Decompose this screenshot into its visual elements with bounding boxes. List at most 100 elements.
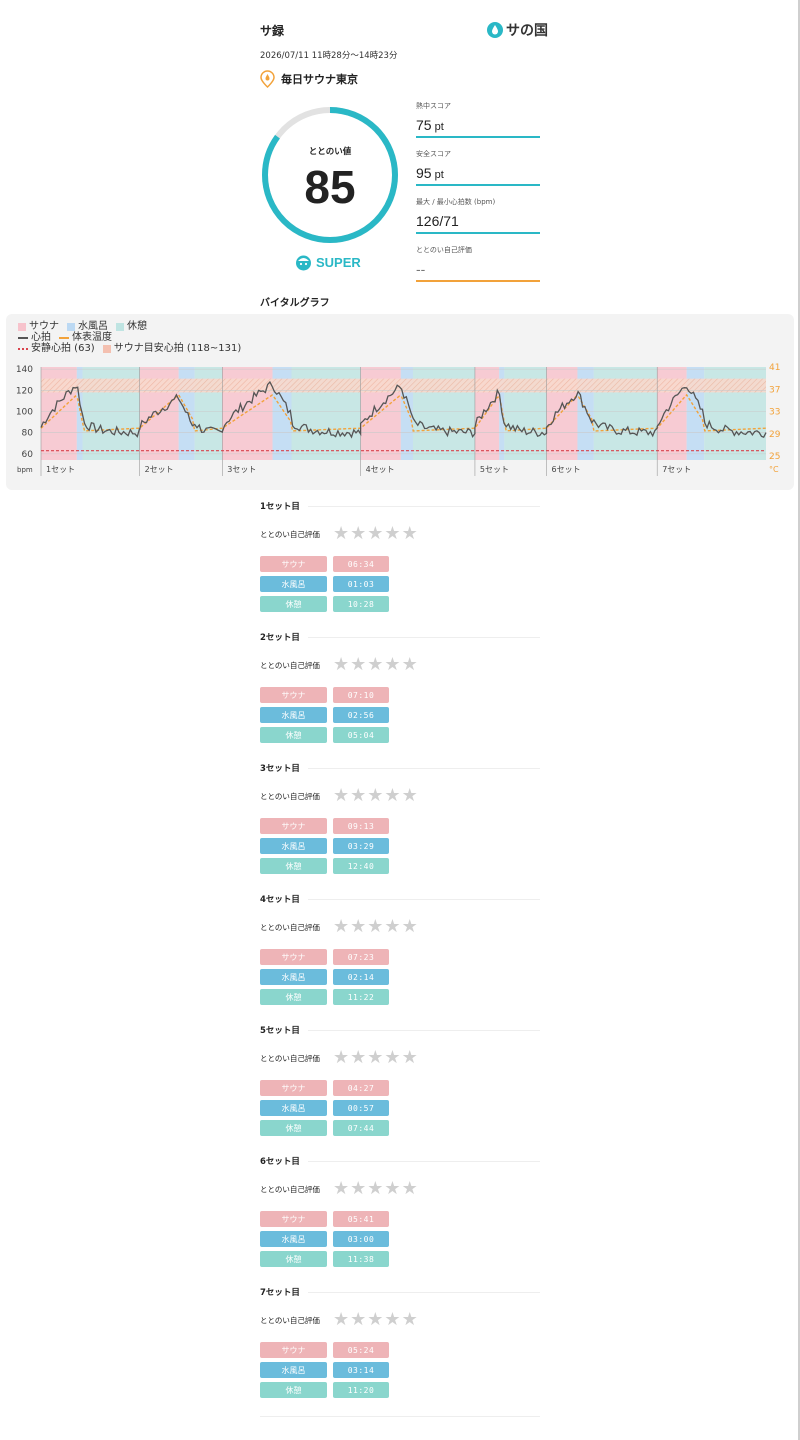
star-rating[interactable]: ★ ★ ★ ★ ★ bbox=[333, 1180, 418, 1198]
phase-list: サウナ 04:27 水風呂 00:57 休憩 07:44 bbox=[260, 1080, 540, 1136]
star-icon[interactable]: ★ bbox=[333, 1309, 350, 1330]
star-icon[interactable]: ★ bbox=[350, 785, 367, 806]
vital-graph-title: バイタルグラフ bbox=[260, 298, 330, 309]
metric-value: -- bbox=[416, 261, 426, 277]
star-icon[interactable]: ★ bbox=[384, 1178, 401, 1199]
y-right-unit: °C bbox=[769, 465, 779, 474]
star-icon[interactable]: ★ bbox=[333, 1047, 350, 1068]
star-icon[interactable]: ★ bbox=[350, 916, 367, 937]
star-icon[interactable]: ★ bbox=[401, 916, 418, 937]
set-header: 7セット目 bbox=[260, 1286, 540, 1298]
star-icon[interactable]: ★ bbox=[367, 785, 384, 806]
set-header: 3セット目 bbox=[260, 762, 540, 774]
set-header: 6セット目 bbox=[260, 1155, 540, 1167]
star-icon[interactable]: ★ bbox=[333, 654, 350, 675]
metric-heat-score: 熱中スコア 75 pt bbox=[416, 101, 540, 138]
y-left-tick: 100 bbox=[16, 408, 33, 418]
phase-rest: 休憩 12:40 bbox=[260, 858, 540, 874]
star-rating[interactable]: ★ ★ ★ ★ ★ bbox=[333, 1311, 418, 1329]
y-left-tick: 80 bbox=[22, 429, 34, 439]
star-rating[interactable]: ★ ★ ★ ★ ★ bbox=[333, 787, 418, 805]
star-icon[interactable]: ★ bbox=[367, 916, 384, 937]
star-rating[interactable]: ★ ★ ★ ★ ★ bbox=[333, 1049, 418, 1067]
score-ring bbox=[262, 107, 398, 243]
phase-duration: 05:24 bbox=[333, 1342, 389, 1358]
phase-duration: 01:03 bbox=[333, 576, 389, 592]
star-icon[interactable]: ★ bbox=[350, 523, 367, 544]
star-icon[interactable]: ★ bbox=[367, 1047, 384, 1068]
star-icon[interactable]: ★ bbox=[367, 654, 384, 675]
rating-label: ととのい自己評価 bbox=[260, 660, 320, 670]
y-right-tick: 41 bbox=[769, 363, 780, 373]
star-icon[interactable]: ★ bbox=[384, 916, 401, 937]
phase-rest: 休憩 11:20 bbox=[260, 1382, 540, 1398]
legend-heart-rate: 心拍 bbox=[18, 332, 51, 343]
star-icon[interactable]: ★ bbox=[350, 1178, 367, 1199]
star-icon[interactable]: ★ bbox=[401, 654, 418, 675]
phase-water: 水風呂 00:57 bbox=[260, 1100, 540, 1116]
set-header: 1セット目 bbox=[260, 500, 540, 512]
star-icon[interactable]: ★ bbox=[384, 654, 401, 675]
star-icon[interactable]: ★ bbox=[367, 523, 384, 544]
phase-sauna: サウナ 04:27 bbox=[260, 1080, 540, 1096]
rating-label: ととのい自己評価 bbox=[260, 1315, 320, 1325]
star-rating[interactable]: ★ ★ ★ ★ ★ bbox=[333, 918, 418, 936]
phase-label: サウナ bbox=[260, 556, 327, 572]
date-range: 2026/07/11 11時28分～14時23分 bbox=[260, 51, 398, 61]
phase-sauna: サウナ 05:24 bbox=[260, 1342, 540, 1358]
phase-duration: 03:29 bbox=[333, 838, 389, 854]
phase-rest: 休憩 07:44 bbox=[260, 1120, 540, 1136]
star-icon[interactable]: ★ bbox=[333, 785, 350, 806]
star-icon[interactable]: ★ bbox=[333, 1178, 350, 1199]
phase-label: 水風呂 bbox=[260, 1100, 327, 1116]
legend-sauna: サウナ bbox=[18, 321, 59, 332]
set-title: 3セット目 bbox=[260, 764, 300, 774]
star-icon[interactable]: ★ bbox=[384, 1309, 401, 1330]
phase-sauna: サウナ 06:34 bbox=[260, 556, 540, 572]
phase-label: サウナ bbox=[260, 1080, 327, 1096]
phase-band-water bbox=[76, 367, 83, 460]
y-right-tick: 33 bbox=[769, 408, 780, 418]
rank-label: SUPER bbox=[316, 255, 361, 270]
phase-label: 休憩 bbox=[260, 858, 327, 874]
set-label: 7セット bbox=[662, 465, 691, 474]
star-icon[interactable]: ★ bbox=[367, 1178, 384, 1199]
phase-label: 水風呂 bbox=[260, 707, 327, 723]
star-icon[interactable]: ★ bbox=[333, 916, 350, 937]
set-card: 5セット目 ととのい自己評価 ★ ★ ★ ★ ★ サウナ 04:27 水風呂 00:57 休憩 07:4… bbox=[260, 1024, 540, 1136]
star-icon[interactable]: ★ bbox=[401, 1309, 418, 1330]
star-rating[interactable]: ★ ★ ★ ★ ★ bbox=[333, 656, 418, 674]
phase-label: 休憩 bbox=[260, 1251, 327, 1267]
set-card: 3セット目 ととのい自己評価 ★ ★ ★ ★ ★ サウナ 09:13 水風呂 03:29 休憩 12:4… bbox=[260, 762, 540, 874]
phase-water: 水風呂 03:14 bbox=[260, 1362, 540, 1378]
phase-duration: 11:20 bbox=[333, 1382, 389, 1398]
rank-badge: SUPER bbox=[295, 254, 361, 271]
star-icon[interactable]: ★ bbox=[384, 523, 401, 544]
star-icon[interactable]: ★ bbox=[367, 1309, 384, 1330]
set-card: 6セット目 ととのい自己評価 ★ ★ ★ ★ ★ サウナ 05:41 水風呂 03:00 休憩 11:3… bbox=[260, 1155, 540, 1267]
star-icon[interactable]: ★ bbox=[350, 654, 367, 675]
metric-label: ととのい自己評価 bbox=[416, 246, 472, 254]
set-card: 4セット目 ととのい自己評価 ★ ★ ★ ★ ★ サウナ 07:23 水風呂 02:14 休憩 11:2… bbox=[260, 893, 540, 1005]
star-icon[interactable]: ★ bbox=[401, 1047, 418, 1068]
star-icon[interactable]: ★ bbox=[350, 1309, 367, 1330]
star-rating[interactable]: ★ ★ ★ ★ ★ bbox=[333, 525, 418, 543]
rating-label: ととのい自己評価 bbox=[260, 791, 320, 801]
phase-label: 休憩 bbox=[260, 1382, 327, 1398]
legend-water: 水風呂 bbox=[67, 321, 108, 332]
star-icon[interactable]: ★ bbox=[401, 523, 418, 544]
rating-row: ととのい自己評価 ★ ★ ★ ★ ★ bbox=[260, 1049, 540, 1067]
star-icon[interactable]: ★ bbox=[384, 1047, 401, 1068]
phase-water: 水風呂 03:00 bbox=[260, 1231, 540, 1247]
star-icon[interactable]: ★ bbox=[333, 523, 350, 544]
star-icon[interactable]: ★ bbox=[384, 785, 401, 806]
facility-name: 毎日サウナ東京 bbox=[281, 73, 358, 86]
phase-label: 水風呂 bbox=[260, 1362, 327, 1378]
phase-duration: 02:14 bbox=[333, 969, 389, 985]
rating-row: ととのい自己評価 ★ ★ ★ ★ ★ bbox=[260, 918, 540, 936]
star-icon[interactable]: ★ bbox=[401, 785, 418, 806]
star-icon[interactable]: ★ bbox=[350, 1047, 367, 1068]
star-icon[interactable]: ★ bbox=[401, 1178, 418, 1199]
phase-list: サウナ 09:13 水風呂 03:29 休憩 12:40 bbox=[260, 818, 540, 874]
set-title: 4セット目 bbox=[260, 895, 300, 905]
